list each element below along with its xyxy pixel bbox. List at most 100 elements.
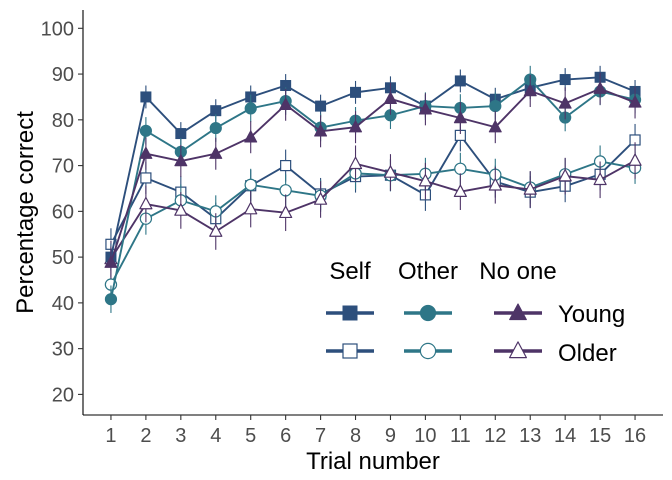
point-noone-older: [313, 192, 328, 205]
y-tick-label: 90: [52, 64, 74, 86]
y-tick-label: 80: [52, 110, 74, 132]
point-noone-older: [558, 169, 572, 182]
legend-key-marker: [419, 304, 437, 322]
legend-key-self-young: [326, 305, 374, 321]
point-noone-young: [174, 154, 188, 167]
point-noone-older: [523, 182, 537, 195]
point-noone-young: [418, 102, 432, 115]
point-other-young: [139, 124, 152, 137]
point-noone-young: [593, 81, 607, 94]
point-noone-older: [418, 174, 433, 187]
x-tick-label: 12: [484, 425, 506, 447]
point-self-older: [280, 159, 292, 172]
plot-area: [104, 65, 642, 313]
series-line-other-young: [110, 78, 636, 300]
point-other-older: [454, 162, 467, 175]
x-tick-label: 7: [315, 425, 326, 447]
x-tick-label: 5: [245, 425, 256, 447]
x-ticks: 1 2 3 4 5 6 7 8 9 10 11 12 13 14 15 16: [105, 415, 646, 447]
x-tick-label: 11: [450, 425, 471, 447]
legend-key-other-young: [404, 304, 452, 322]
series-layer: [104, 65, 642, 313]
point-other-young: [104, 293, 118, 306]
legend-key-marker: [342, 305, 358, 321]
point-noone-older: [174, 203, 188, 216]
point-other-older: [279, 184, 292, 197]
point-noone-older: [488, 178, 502, 191]
point-noone-older: [279, 205, 293, 219]
point-noone-older: [593, 172, 607, 186]
point-noone-young: [349, 120, 363, 133]
x-tick-label: 2: [140, 425, 151, 447]
point-self-young: [315, 100, 327, 112]
y-axis-title: Percentage correct: [12, 111, 39, 314]
legend-key-marker: [509, 341, 528, 359]
legend-key-noone-older: [494, 341, 542, 359]
x-tick-label: 13: [519, 425, 541, 447]
x-axis-title: Trial number: [306, 448, 440, 475]
legend-key-self-older: [326, 343, 374, 359]
legend-label-older: Older: [558, 340, 617, 367]
point-noone-young: [383, 91, 397, 105]
point-self-young: [350, 86, 362, 98]
y-tick-label: 30: [52, 339, 74, 361]
x-tick-label: 8: [350, 425, 361, 447]
point-noone-young: [453, 110, 467, 124]
y-tick-label: 70: [52, 156, 74, 178]
x-tick-label: 16: [624, 425, 646, 447]
legend-header-self: Self: [329, 258, 371, 285]
x-tick-label: 15: [589, 425, 611, 447]
x-tick-label: 14: [554, 425, 576, 447]
point-noone-older: [628, 153, 642, 166]
point-noone-young: [244, 130, 258, 143]
y-tick-label: 50: [52, 247, 74, 269]
series-line-self-young: [110, 76, 636, 258]
point-noone-young: [279, 97, 293, 110]
legend-key-marker: [342, 343, 358, 359]
y-tick-label: 100: [41, 18, 74, 40]
x-tick-label: 6: [280, 425, 291, 447]
legend-key-marker: [419, 342, 437, 360]
point-self-older: [140, 172, 152, 184]
legend-key-marker: [509, 303, 527, 321]
x-tick-label: 10: [414, 425, 436, 447]
point-noone-older: [209, 224, 223, 237]
point-noone-older: [453, 184, 467, 198]
x-tick-label: 9: [385, 425, 396, 447]
series-line-other-older: [110, 160, 636, 286]
point-other-young: [209, 121, 222, 135]
series-self-older: [105, 119, 641, 261]
x-tick-label: 3: [175, 425, 186, 447]
point-self-young: [175, 128, 187, 140]
point-self-young: [210, 105, 222, 117]
point-other-young: [489, 100, 502, 113]
series-line-noone-young: [110, 87, 636, 263]
legend: Self Other No one Young Older: [326, 258, 625, 367]
point-noone-older: [139, 196, 153, 210]
point-other-young: [244, 102, 257, 115]
legend-keys: [326, 303, 542, 360]
series-noone-young: [104, 72, 642, 279]
series-line-self-older: [110, 134, 636, 245]
point-noone-young: [209, 146, 223, 159]
legend-header-no-one: No one: [479, 258, 556, 285]
point-self-young: [559, 74, 571, 86]
point-noone-young: [628, 95, 642, 108]
legend-header-other: Other: [398, 258, 458, 285]
x-tick-label: 4: [210, 425, 221, 447]
point-noone-young: [104, 255, 118, 268]
point-noone-young: [488, 120, 502, 133]
legend-key-other-older: [404, 342, 452, 360]
series-line-noone-older: [110, 159, 636, 260]
point-noone-older: [244, 201, 258, 215]
legend-label-young: Young: [558, 301, 625, 328]
legend-key-noone-young: [494, 303, 542, 321]
point-other-older: [244, 178, 257, 192]
point-noone-young: [139, 146, 153, 159]
y-tick-label: 40: [52, 293, 74, 315]
y-tick-label: 20: [52, 384, 74, 406]
point-noone-older: [348, 156, 363, 170]
point-self-young: [140, 91, 152, 103]
